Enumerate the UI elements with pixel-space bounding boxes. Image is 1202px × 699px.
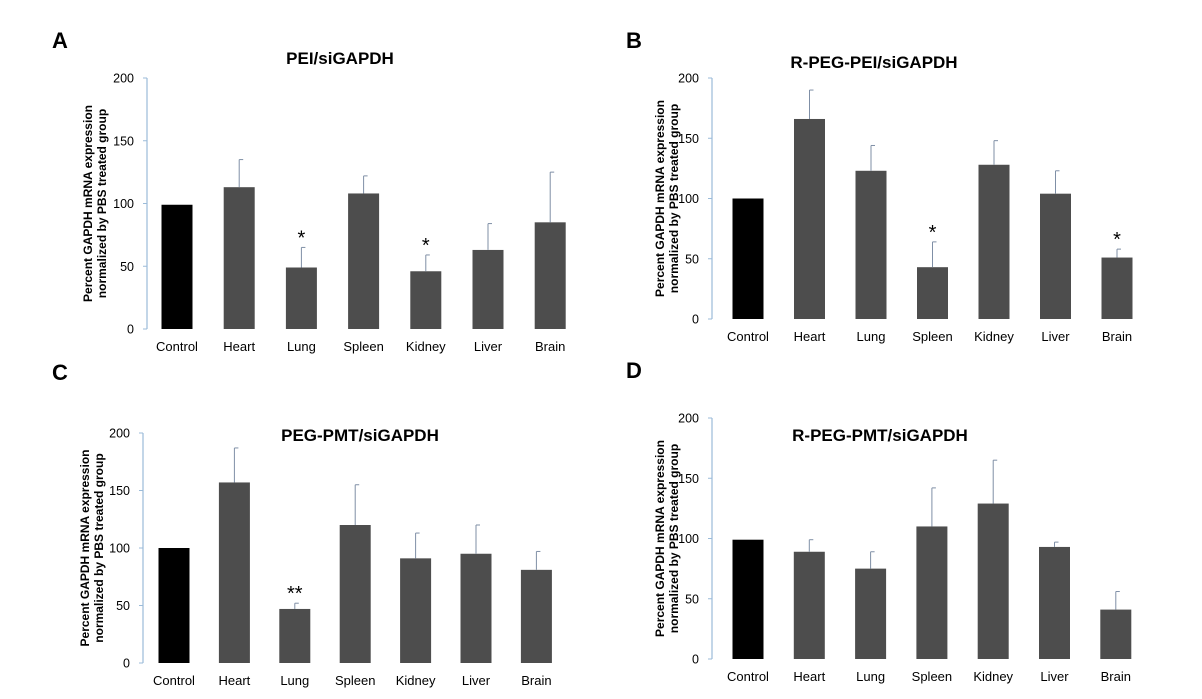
- category-label-a-brain: Brain: [535, 339, 565, 354]
- y-tick-label-a-200: 200: [113, 72, 134, 86]
- panel-letter-b: B: [626, 28, 642, 53]
- category-label-d-heart: Heart: [793, 669, 825, 684]
- y-tick-label-b-150: 150: [678, 132, 699, 146]
- category-label-d-spleen: Spleen: [912, 669, 952, 684]
- bar-b-lung: [855, 170, 887, 319]
- y-tick-label-d-100: 100: [678, 532, 699, 546]
- y-tick-label-d-0: 0: [692, 653, 699, 667]
- bar-b-control: [732, 198, 764, 319]
- y-tick-label-a-150: 150: [113, 134, 134, 148]
- panel-letter-a: A: [52, 28, 68, 53]
- y-tick-label-a-50: 50: [120, 260, 134, 274]
- significance-c-lung: **: [287, 583, 303, 605]
- category-label-d-liver: Liver: [1040, 669, 1069, 684]
- panel-letter-c: C: [52, 360, 68, 385]
- chart-title-b: R-PEG-PEI/siGAPDH: [790, 53, 957, 72]
- category-label-a-spleen: Spleen: [343, 339, 383, 354]
- y-tick-label-a-0: 0: [127, 323, 134, 337]
- bar-a-kidney: [410, 271, 442, 329]
- bar-a-liver: [472, 249, 504, 329]
- bar-d-liver: [1039, 546, 1070, 659]
- y-tick-label-d-50: 50: [685, 592, 699, 606]
- bar-a-lung: [285, 267, 317, 329]
- y-tick-label-b-0: 0: [692, 313, 699, 327]
- panel-letter-d: D: [626, 358, 642, 383]
- bar-d-spleen: [916, 526, 948, 659]
- category-label-c-lung: Lung: [280, 673, 309, 688]
- y-tick-label-c-200: 200: [109, 427, 130, 441]
- category-label-b-brain: Brain: [1102, 329, 1132, 344]
- category-label-d-kidney: Kidney: [973, 669, 1013, 684]
- significance-a-lung: *: [298, 227, 306, 249]
- bar-b-heart: [794, 118, 825, 319]
- y-tick-label-c-0: 0: [123, 657, 130, 671]
- significance-b-brain: *: [1113, 229, 1121, 251]
- category-label-a-heart: Heart: [223, 339, 255, 354]
- category-label-b-heart: Heart: [794, 329, 826, 344]
- bar-c-lung: [279, 608, 311, 663]
- y-axis-label-a-line1: Percent GAPDH mRNA expression: [81, 105, 95, 302]
- significance-b-spleen: *: [929, 222, 937, 244]
- category-label-c-heart: Heart: [219, 673, 251, 688]
- category-label-b-spleen: Spleen: [912, 329, 952, 344]
- bar-c-spleen: [339, 525, 371, 663]
- category-label-c-spleen: Spleen: [335, 673, 375, 688]
- bar-b-liver: [1040, 193, 1071, 319]
- bar-c-control: [158, 548, 190, 663]
- category-label-c-brain: Brain: [521, 673, 551, 688]
- chart-title-d: R-PEG-PMT/siGAPDH: [792, 426, 968, 445]
- category-label-a-kidney: Kidney: [406, 339, 446, 354]
- bar-a-control: [161, 204, 193, 329]
- bar-c-liver: [460, 553, 492, 663]
- category-label-a-lung: Lung: [287, 339, 316, 354]
- y-axis-label-b-line1: Percent GAPDH mRNA expression: [653, 100, 667, 297]
- y-tick-label-b-200: 200: [678, 72, 699, 86]
- y-tick-label-b-100: 100: [678, 192, 699, 206]
- y-axis-label-d-line1: Percent GAPDH mRNA expression: [653, 440, 667, 637]
- y-tick-label-d-200: 200: [678, 412, 699, 426]
- category-label-d-control: Control: [727, 669, 769, 684]
- bar-a-spleen: [348, 193, 380, 329]
- bar-d-heart: [793, 551, 825, 659]
- bar-c-kidney: [400, 558, 432, 663]
- y-tick-label-c-50: 50: [116, 599, 130, 613]
- chart-title-a: PEI/siGAPDH: [286, 49, 394, 68]
- y-axis-label-b-line2: normalized by PBS treated group: [667, 104, 681, 293]
- category-label-a-liver: Liver: [474, 339, 503, 354]
- category-label-b-lung: Lung: [857, 329, 886, 344]
- category-label-d-brain: Brain: [1101, 669, 1131, 684]
- significance-a-kidney: *: [422, 235, 430, 257]
- y-axis-label-d-line2: normalized by PBS treated group: [667, 444, 681, 633]
- category-label-b-control: Control: [727, 329, 769, 344]
- bar-a-heart: [223, 187, 255, 329]
- bar-b-spleen: [917, 267, 948, 319]
- category-label-c-kidney: Kidney: [396, 673, 436, 688]
- y-tick-label-d-150: 150: [678, 472, 699, 486]
- category-label-b-kidney: Kidney: [974, 329, 1014, 344]
- bar-c-brain: [520, 569, 552, 663]
- category-label-c-liver: Liver: [462, 673, 491, 688]
- chart-title-c: PEG-PMT/siGAPDH: [281, 426, 439, 445]
- y-axis-label-c-line1: Percent GAPDH mRNA expression: [78, 450, 92, 647]
- y-axis-label-a-line2: normalized by PBS treated group: [95, 109, 109, 298]
- bar-a-brain: [534, 222, 566, 329]
- bar-c-heart: [218, 482, 250, 663]
- bar-d-brain: [1100, 609, 1132, 659]
- bar-d-control: [732, 539, 764, 659]
- bar-b-brain: [1101, 257, 1133, 319]
- y-tick-label-c-100: 100: [109, 542, 130, 556]
- y-tick-label-b-50: 50: [685, 252, 699, 266]
- bar-d-lung: [855, 568, 887, 659]
- category-label-c-control: Control: [153, 673, 195, 688]
- category-label-b-liver: Liver: [1041, 329, 1070, 344]
- bar-d-kidney: [977, 503, 1009, 659]
- y-axis-label-c-line2: normalized by PBS treated group: [92, 453, 106, 642]
- bar-b-kidney: [978, 164, 1010, 319]
- y-tick-label-c-150: 150: [109, 484, 130, 498]
- category-label-d-lung: Lung: [856, 669, 885, 684]
- category-label-a-control: Control: [156, 339, 198, 354]
- y-tick-label-a-100: 100: [113, 197, 134, 211]
